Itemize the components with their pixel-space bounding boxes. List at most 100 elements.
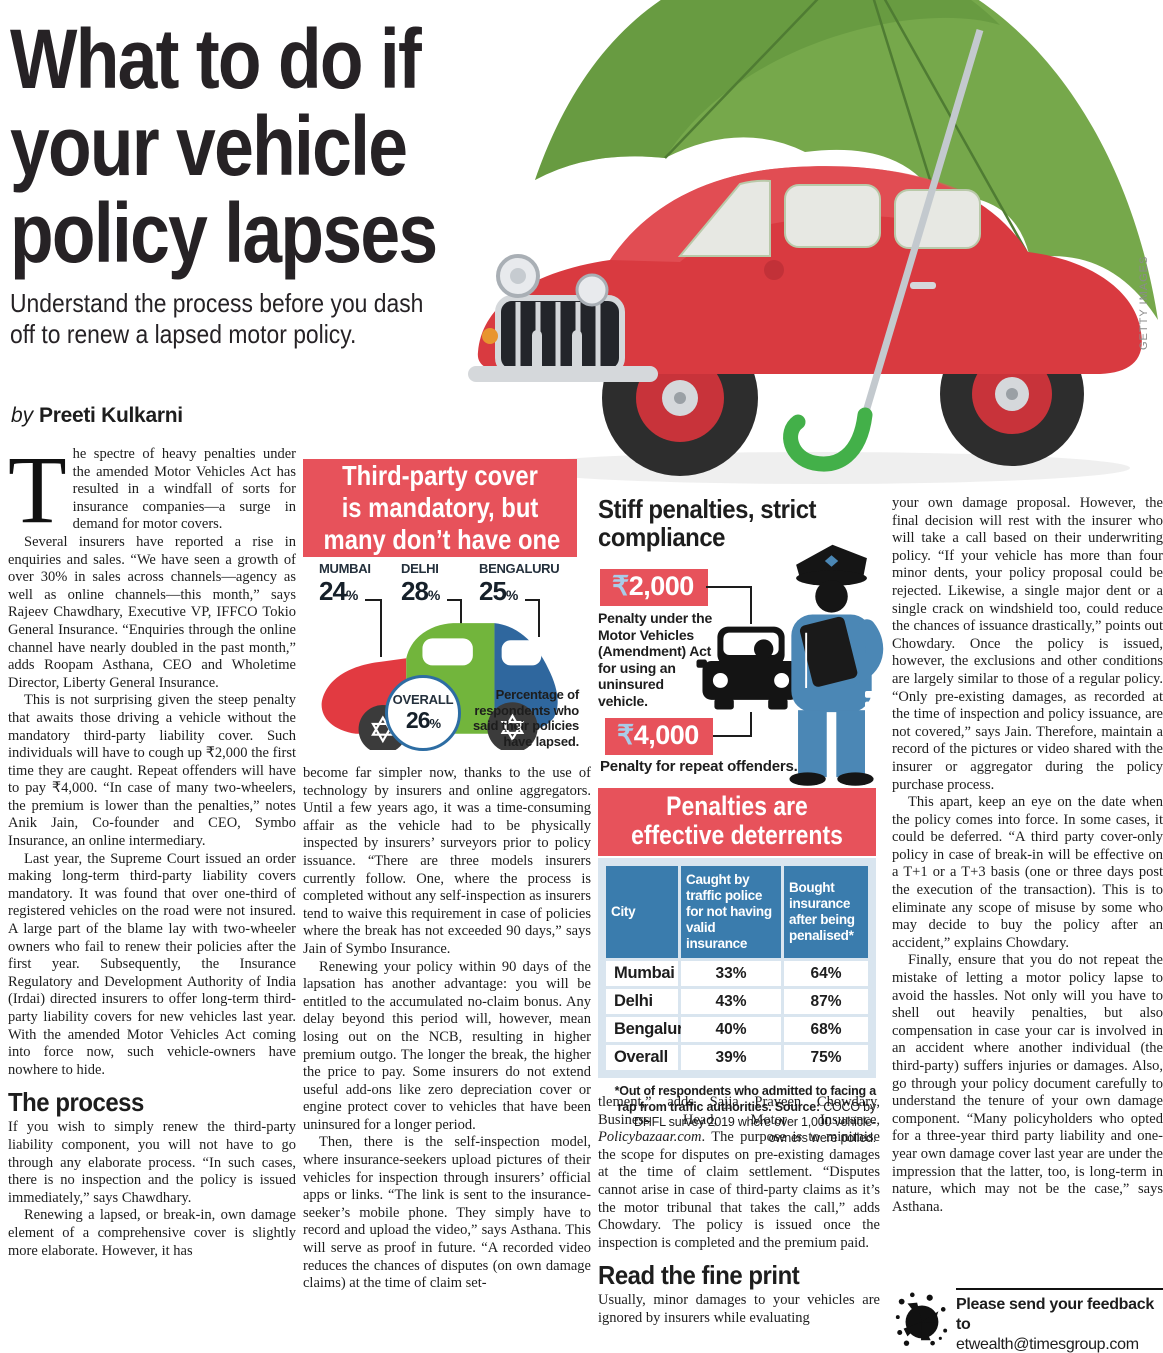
article-column-1: T he spectre of heavy penalties under th… <box>8 436 296 1260</box>
connector-line <box>710 735 752 737</box>
connector-line <box>365 599 381 601</box>
byline-name: Preeti Kulkarni <box>39 404 183 427</box>
standfirst: Understand the process before you dash o… <box>10 288 550 350</box>
article-column-2: become far simpler now, thanks to the us… <box>303 765 591 1293</box>
car-indicator <box>482 328 498 344</box>
page-title-line: What to do if <box>10 12 422 106</box>
connector-line <box>525 599 539 601</box>
connector-line <box>750 586 752 624</box>
feedback-email: etwealth@timesgroup.com <box>956 1336 1139 1353</box>
feedback-text: Please send your feedback to <box>956 1296 1154 1333</box>
car-door-handle <box>910 282 936 289</box>
table-cell-city: Overall <box>606 1045 678 1070</box>
publication-name: Policybazaar.com <box>598 1129 702 1146</box>
body-paragraph: tlement,” adds Sajja Praveen Chowdary, B… <box>598 1094 880 1251</box>
table-header-cell: City <box>606 866 678 958</box>
byline-prefix: by <box>11 404 34 427</box>
table-cell-city: Delhi <box>606 989 678 1014</box>
table-cell-value: 33% <box>681 961 781 986</box>
source-label: Source: <box>774 1099 820 1114</box>
body-paragraph: become far simpler now, thanks to the us… <box>303 765 591 957</box>
police-officer-icon <box>789 544 884 786</box>
connector-line <box>447 599 461 601</box>
penalties-heading-line: compliance <box>598 522 726 552</box>
table-cell-city: Mumbai <box>606 961 678 986</box>
byline: by Preeti Kulkarni <box>11 404 183 428</box>
infographic-caption: Percentage of respondents who said their… <box>472 687 579 749</box>
table-cell-value: 43% <box>681 989 781 1014</box>
photo-credit: GETTY IMAGES <box>1138 255 1150 350</box>
body-paragraph: Last year, the Supreme Court issued an o… <box>8 850 296 1078</box>
deterrents-table-section: Penalties are effective deterrents City … <box>598 788 876 1146</box>
body-paragraph: If you wish to simply renew the third-pa… <box>8 1119 296 1206</box>
feedback-block: Please send your feedback to etwealth@ti… <box>892 1288 1163 1353</box>
article-column-4: your own damage proposal. However, the f… <box>892 495 1163 1216</box>
rupee-symbol: ₹ <box>612 571 629 601</box>
body-paragraph: Renewing your policy within 90 days of t… <box>303 958 591 1133</box>
chart-category: DELHI 28% <box>401 561 440 606</box>
table-title-line: effective deterrents <box>631 820 843 850</box>
car-side-window <box>784 184 881 248</box>
table-cell-value: 40% <box>681 1017 781 1042</box>
car-bumper <box>468 366 658 382</box>
car-rear-window <box>894 189 981 249</box>
body-paragraph: Renewing a lapsed, or break-in, own dama… <box>8 1207 296 1259</box>
umbrella-pole <box>861 28 984 417</box>
section-subhead: Read the fine print <box>598 1260 800 1291</box>
infographic-title-line: many don’t have one <box>323 524 561 555</box>
penalties-graphic: ₹2,000 Penalty under the Motor Vehicles … <box>598 530 888 788</box>
table-header-cell: Bought insurance after being penalised* <box>784 866 868 958</box>
rupee-symbol: ₹ <box>617 720 634 750</box>
fine-amount-badge: ₹4,000 <box>605 718 713 755</box>
body-paragraph: Usually, minor damages to your vehicles … <box>598 1292 880 1326</box>
car-umbrella-illustration <box>468 0 1158 484</box>
body-paragraph: This is not surprising given the steep p… <box>8 692 296 850</box>
table-cell-value: 39% <box>681 1045 781 1070</box>
table-title: Penalties are effective deterrents <box>598 788 876 856</box>
body-paragraph: Several insurers have reported a rise in… <box>8 533 296 691</box>
umbrella-handle <box>783 407 873 472</box>
table-title-line: Penalties are <box>666 791 808 821</box>
table-cell-value: 75% <box>784 1045 868 1070</box>
infographic-lapsed-policies: Third-party cover is mandatory, but many… <box>303 459 577 557</box>
table-header-cell: Caught by traffic police for not having … <box>681 866 781 958</box>
penalties-heading-line: Stiff penalties, strict <box>598 494 817 524</box>
table-cell-value: 87% <box>784 989 868 1014</box>
body-paragraph: your own damage proposal. However, the f… <box>892 495 1163 793</box>
body-paragraph: T he spectre of heavy penalties under th… <box>8 436 296 543</box>
fine-caption: Penalty for repeat offenders. <box>600 758 798 775</box>
connector-line <box>460 599 462 625</box>
table-cell-value: 64% <box>784 961 868 986</box>
body-paragraph: Finally, ensure that you do not repeat t… <box>892 952 1163 1215</box>
car-windshield <box>677 179 771 257</box>
section-subhead: The process <box>8 1087 144 1118</box>
connector-line <box>750 712 752 737</box>
infographic-chart-area: MUMBAI 24% DELHI 28% BENGALURU 25% <box>303 557 579 757</box>
wheel-star-icon <box>487 702 538 750</box>
headline-block: What to do if your vehicle policy lapses <box>10 16 490 277</box>
body-paragraph: This apart, keep an eye on the date when… <box>892 794 1163 951</box>
car-front-icon <box>696 626 806 710</box>
table-cell-value: 68% <box>784 1017 868 1042</box>
standfirst-line: off to renew a lapsed motor policy. <box>10 319 357 349</box>
fine-caption: Penalty under the Motor Vehicles (Amendm… <box>598 610 713 709</box>
chart-category: BENGALURU 25% <box>479 561 560 606</box>
infographic-title-line: is mandatory, but <box>341 492 539 523</box>
table-cell-city: Bengaluru <box>606 1017 693 1042</box>
connector-line <box>538 599 540 637</box>
chart-category: MUMBAI 24% <box>319 561 371 606</box>
infographic-title-line: Third-party cover <box>342 460 538 491</box>
connector-line <box>380 599 382 657</box>
page-title-line: your vehicle <box>10 99 408 193</box>
page-title-line: policy lapses <box>10 186 438 280</box>
car-mirror <box>764 260 784 280</box>
drop-cap: T <box>8 436 67 543</box>
fine-amount-badge: ₹2,000 <box>600 569 708 606</box>
article-column-3: tlement,” adds Sajja Praveen Chowdary, B… <box>598 1094 880 1328</box>
penalties-table: City Caught by traffic police for not ha… <box>598 858 876 1078</box>
body-paragraph: Then, there is the self-inspection model… <box>303 1134 591 1292</box>
overall-stat-circle: OVERALL 26% <box>385 675 461 751</box>
connector-line <box>706 586 752 588</box>
table-footnote: *Out of respondents who admitted to faci… <box>614 1084 877 1145</box>
